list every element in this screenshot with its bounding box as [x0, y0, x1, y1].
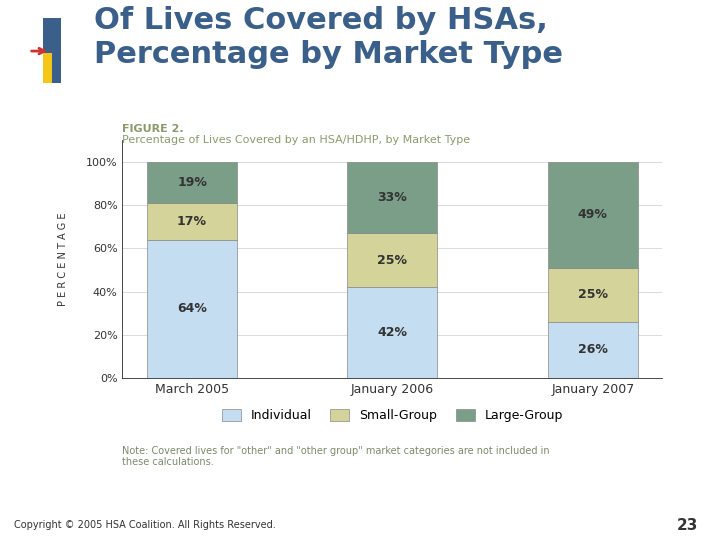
Bar — [43, 18, 61, 83]
Y-axis label: P E R C E N T A G E: P E R C E N T A G E — [58, 212, 68, 306]
Bar — [548, 322, 638, 378]
Legend: Individual, Small-Group, Large-Group: Individual, Small-Group, Large-Group — [217, 404, 568, 427]
Text: Percentage of Lives Covered by an HSA/HDHP, by Market Type: Percentage of Lives Covered by an HSA/HD… — [122, 135, 471, 145]
Text: 19%: 19% — [177, 176, 207, 189]
Text: 23: 23 — [677, 518, 698, 532]
Text: Of Lives Covered by HSAs,
Percentage by Market Type: Of Lives Covered by HSAs, Percentage by … — [94, 6, 562, 69]
Bar — [347, 287, 438, 378]
Bar — [147, 240, 237, 378]
Bar — [548, 268, 638, 322]
Text: 17%: 17% — [177, 215, 207, 228]
Bar — [347, 233, 438, 287]
Text: 49%: 49% — [578, 208, 608, 221]
Text: 26%: 26% — [578, 343, 608, 356]
Bar — [347, 162, 438, 233]
Bar — [43, 53, 52, 83]
Text: 42%: 42% — [377, 326, 408, 339]
Text: 33%: 33% — [377, 191, 408, 204]
Bar — [147, 203, 237, 240]
Text: 25%: 25% — [577, 288, 608, 301]
Text: Copyright © 2005 HSA Coalition. All Rights Reserved.: Copyright © 2005 HSA Coalition. All Righ… — [14, 520, 276, 530]
Text: Note: Covered lives for "other" and "other group" market categories are not incl: Note: Covered lives for "other" and "oth… — [122, 446, 550, 467]
Text: 64%: 64% — [177, 302, 207, 315]
Text: FIGURE 2.: FIGURE 2. — [122, 124, 184, 134]
Text: 25%: 25% — [377, 254, 408, 267]
Bar — [147, 162, 237, 203]
Bar — [548, 162, 638, 268]
